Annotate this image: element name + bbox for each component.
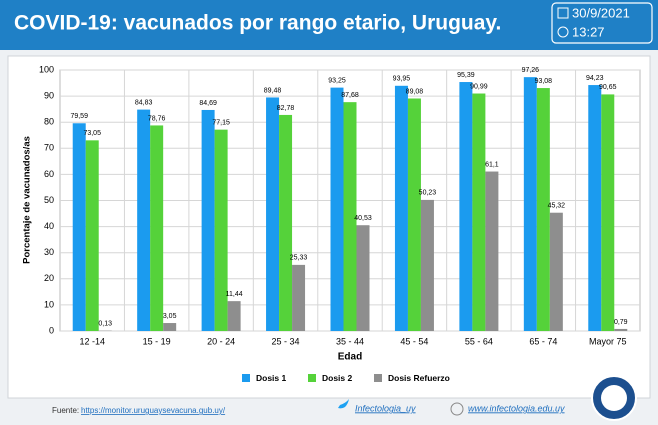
bar (279, 114, 293, 331)
x-tick-label: 65 - 74 (529, 336, 557, 346)
bar (407, 98, 421, 332)
twitter-icon (338, 399, 349, 409)
bar (549, 212, 563, 331)
y-tick-label: 90 (44, 90, 54, 100)
y-tick-label: 80 (44, 117, 54, 127)
bar (137, 109, 151, 332)
bar (356, 225, 370, 331)
value-label: 40,53 (354, 215, 372, 222)
x-tick-label: 35 - 44 (336, 336, 364, 346)
value-label: 45,32 (548, 203, 566, 210)
y-tick-label: 10 (44, 299, 54, 309)
y-tick-label: 60 (44, 169, 54, 179)
y-tick-label: 40 (44, 221, 54, 231)
value-label: 78,76 (148, 115, 166, 122)
logo-inner (601, 385, 627, 411)
x-axis-label: Edad (338, 352, 362, 363)
bar (214, 129, 228, 331)
calendar-icon (557, 7, 569, 19)
clock-icon (557, 26, 569, 38)
value-label: 0,79 (614, 319, 628, 326)
twitter-link[interactable]: Infectologia_uy (355, 403, 416, 413)
value-label: 11,44 (226, 291, 243, 298)
header-bar (0, 0, 658, 50)
bar (523, 77, 537, 331)
bar (266, 97, 280, 331)
value-label: 93,08 (535, 78, 553, 85)
x-tick-label: 15 - 19 (143, 336, 171, 346)
x-tick-label: 25 - 34 (272, 336, 300, 346)
bar (201, 109, 215, 331)
legend-swatch (242, 374, 250, 382)
value-label: 50,23 (419, 190, 437, 197)
bar (485, 171, 499, 331)
source-label: Fuente: (52, 406, 79, 415)
value-label: 77,15 (212, 119, 230, 126)
bar (227, 301, 241, 331)
value-label: 61,1 (485, 161, 499, 168)
value-label: 90,99 (470, 83, 488, 90)
bar (420, 199, 434, 331)
x-tick-label: 45 - 54 (400, 336, 428, 346)
bar (343, 102, 357, 331)
legend-label: Dosis 2 (322, 373, 353, 383)
bar (330, 87, 344, 332)
x-tick-label: 55 - 64 (465, 336, 493, 346)
bar (472, 93, 486, 331)
legend-label: Dosis 1 (256, 373, 287, 383)
value-label: 94,23 (586, 75, 604, 82)
source-link[interactable]: https://monitor.uruguaysevacuna.gub.uy/ (81, 406, 226, 415)
value-label: 84,69 (199, 100, 217, 107)
value-label: 73,05 (83, 130, 101, 137)
value-label: 82,78 (277, 105, 295, 112)
value-label: 3,05 (163, 313, 177, 320)
value-label: 84,83 (135, 99, 153, 106)
value-label: 0,13 (98, 321, 112, 328)
value-label: 89,08 (406, 88, 424, 95)
bar (292, 264, 306, 331)
header-time: 13:27 (572, 24, 605, 39)
legend-swatch (374, 374, 382, 382)
bar (72, 123, 86, 331)
header-title: COVID-19: vacunados por rango etario, Ur… (14, 12, 501, 35)
bar (459, 82, 473, 331)
bar (536, 88, 550, 331)
legend-label: Dosis Refuerzo (388, 373, 450, 383)
value-label: 89,48 (264, 87, 282, 94)
y-tick-label: 30 (44, 247, 54, 257)
y-axis-label: Porcentaje de vacunados/as (22, 136, 33, 264)
website-link[interactable]: www.infectologia.edu.uy (468, 403, 565, 413)
value-label: 97,26 (522, 67, 540, 74)
bar (85, 140, 99, 331)
bar (601, 94, 615, 331)
value-label: 93,95 (393, 76, 411, 83)
y-tick-label: 50 (44, 195, 54, 205)
value-label: 25,33 (290, 255, 308, 262)
bar (150, 125, 164, 331)
legend-swatch (308, 374, 316, 382)
bar (163, 323, 177, 331)
y-tick-label: 20 (44, 273, 54, 283)
bar (394, 85, 408, 331)
value-label: 79,59 (70, 113, 88, 120)
bar (614, 328, 628, 331)
globe-icon (450, 402, 464, 416)
header-date: 30/9/2021 (572, 5, 630, 20)
value-label: 93,25 (328, 77, 346, 84)
bar (588, 85, 602, 332)
y-tick-label: 100 (39, 64, 54, 74)
y-tick-label: 70 (44, 143, 54, 153)
x-tick-label: 12 -14 (79, 336, 105, 346)
datetime-box (551, 2, 653, 44)
value-label: 95,39 (457, 72, 475, 79)
x-tick-label: 20 - 24 (207, 336, 235, 346)
x-tick-label: Mayor 75 (589, 336, 627, 346)
value-label: 90,65 (599, 84, 617, 91)
value-label: 87,68 (341, 92, 359, 99)
y-tick-label: 0 (49, 325, 54, 335)
